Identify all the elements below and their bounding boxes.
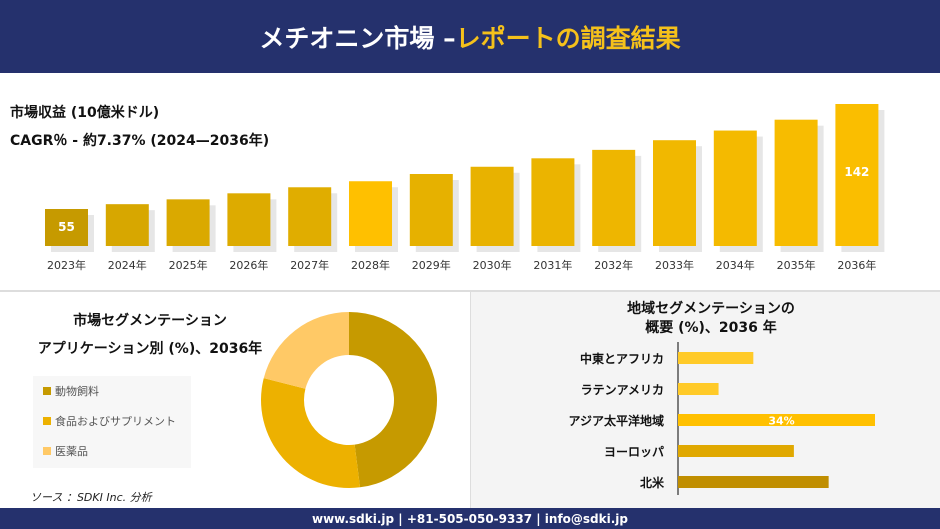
x-tick-label: 2026年 [229, 258, 268, 272]
legend-swatch [43, 447, 51, 455]
x-tick-label: 2035年 [777, 258, 816, 272]
category-label: ラテンアメリカ [581, 383, 664, 397]
x-tick-label: 2036年 [837, 258, 876, 272]
x-tick-label: 2029年 [412, 258, 451, 272]
title-highlight: レポートの調査結果 [455, 23, 681, 53]
application-donut-chart [261, 312, 438, 488]
bar-2029年 [409, 174, 453, 246]
data-label: 34% [768, 415, 794, 428]
cagr-subtitle: CAGR％ - 約7.37% (2024—2036年) [10, 133, 270, 149]
category-label: 中東とアフリカ [580, 351, 664, 366]
bar-2026年 [227, 193, 271, 246]
x-tick-label: 2033年 [655, 258, 694, 272]
legend-label: 医薬品 [55, 445, 88, 458]
bar-2035年 [774, 119, 818, 246]
bar-北米 [678, 476, 829, 488]
header-banner: メチオニン市場 – レポートの調査結果 [0, 0, 940, 73]
x-tick-label: 2028年 [351, 258, 390, 272]
category-label: 北米 [640, 475, 665, 490]
revenue-chart-panel: 市場収益 (10億米ドル) CAGR％ - 約7.37% (2024—2036年… [0, 74, 940, 290]
x-tick-label: 2025年 [169, 258, 208, 272]
region-title: 地域セグメンテーションの [627, 301, 795, 317]
bar-アジア太平洋地域 [678, 414, 875, 426]
bar-2031年 [531, 158, 575, 246]
bar-2023年 [45, 209, 88, 246]
x-tick-label: 2024年 [108, 258, 147, 272]
region-subtitle: 概要 (%)、2036 年 [645, 320, 777, 336]
application-segment-panel: 市場セグメンテーション アプリケーション別 (%)、2036年 動物飼料食品およ… [0, 292, 470, 508]
donut-slice-0 [349, 312, 438, 488]
application-title: 市場セグメンテーション [73, 313, 227, 329]
bar-2028年 [349, 181, 392, 246]
x-tick-label: 2034年 [716, 258, 755, 272]
x-tick-label: 2027年 [290, 258, 329, 272]
data-label: 142 [844, 165, 869, 179]
legend-item: 食品およびサプリメント [33, 406, 191, 436]
data-label: 55 [58, 220, 75, 234]
bar-2033年 [653, 140, 696, 246]
donut-legend: 動物飼料食品およびサプリメント 医薬品 [33, 376, 191, 468]
legend-item: 医薬品 [33, 436, 191, 466]
category-label: アジア太平洋地域 [568, 413, 664, 428]
source-note: ソース ：SDKI Inc. 分析 [30, 491, 152, 504]
revenue-bar-chart: 2023年 55 2024年 2025年 2026年 2027年 2028年 2029年 203… [45, 104, 885, 272]
application-subtitle: アプリケーション別 (%)、2036年 [37, 341, 263, 357]
bar-2030年 [470, 166, 514, 246]
legend-label: 動物飼料 [55, 385, 99, 398]
bar-2027年 [288, 187, 332, 246]
divider [0, 290, 940, 292]
bar-ヨーロッパ [678, 445, 794, 457]
revenue-chart-title: 市場収益 (10億米ドル) [10, 105, 160, 121]
footer-contact: www.sdki.jp | +81-505-050-9337 | info@sd… [0, 508, 940, 529]
bar-ラテンアメリカ [678, 383, 719, 395]
bar-2036年 [835, 104, 879, 246]
bar-2034年 [713, 130, 757, 246]
x-tick-label: 2032年 [594, 258, 633, 272]
x-tick-label: 2031年 [533, 258, 572, 272]
bar-2032年 [592, 149, 636, 246]
bar-2025年 [166, 199, 210, 246]
bar-中東とアフリカ [678, 352, 754, 364]
x-tick-label: 2030年 [473, 258, 512, 272]
donut-slice-2 [263, 312, 349, 389]
legend-swatch [43, 417, 51, 425]
category-label: ヨーロッパ [604, 445, 664, 459]
bar-2024年 [105, 204, 149, 246]
x-tick-label: 2023年 [47, 258, 86, 272]
donut-slice-1 [261, 378, 361, 488]
legend-swatch [43, 387, 51, 395]
title-main: メチオニン市場 – [259, 23, 456, 53]
legend-item: 動物飼料 [33, 376, 191, 406]
region-segment-panel: 地域セグメンテーションの 概要 (%)、2036 年 中東とアフリカ ラテンアメリ… [470, 292, 940, 508]
legend-label: 食品およびサプリメント [55, 415, 176, 428]
